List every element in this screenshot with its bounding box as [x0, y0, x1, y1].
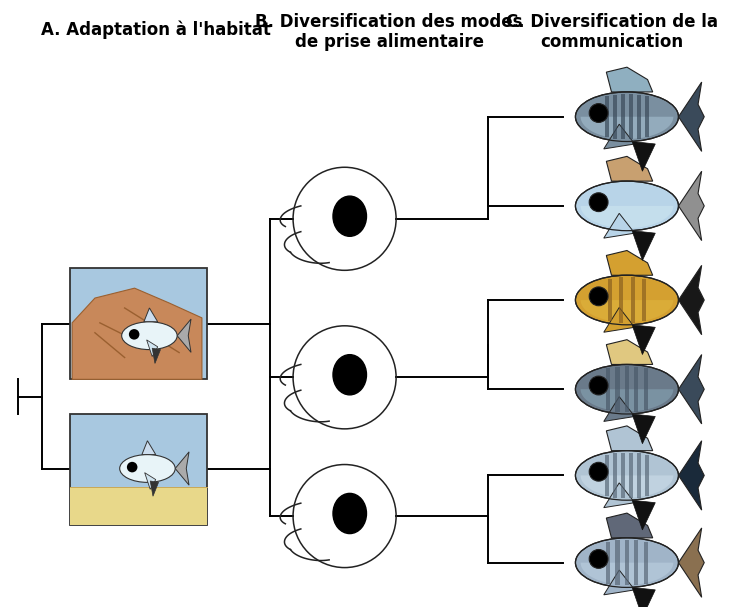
Polygon shape: [606, 156, 652, 181]
Ellipse shape: [333, 354, 367, 395]
Text: B. Diversification des modes
de prise alimentaire: B. Diversification des modes de prise al…: [256, 13, 523, 51]
Polygon shape: [604, 214, 634, 238]
Polygon shape: [632, 231, 656, 260]
Polygon shape: [629, 94, 633, 140]
Polygon shape: [580, 389, 674, 412]
Circle shape: [590, 104, 608, 123]
Polygon shape: [644, 542, 648, 584]
Polygon shape: [632, 587, 656, 610]
Polygon shape: [679, 354, 704, 424]
Polygon shape: [679, 82, 704, 151]
Ellipse shape: [333, 196, 367, 236]
Polygon shape: [604, 570, 634, 595]
Polygon shape: [679, 171, 704, 240]
Polygon shape: [645, 454, 650, 496]
Ellipse shape: [333, 493, 367, 534]
Polygon shape: [145, 473, 156, 489]
Polygon shape: [632, 414, 656, 443]
Circle shape: [127, 462, 137, 472]
FancyBboxPatch shape: [70, 414, 207, 525]
Ellipse shape: [575, 92, 679, 142]
Polygon shape: [604, 307, 634, 332]
Polygon shape: [637, 453, 641, 498]
Polygon shape: [642, 279, 646, 321]
Polygon shape: [177, 319, 191, 353]
Polygon shape: [152, 348, 160, 364]
Polygon shape: [629, 453, 633, 498]
Ellipse shape: [575, 275, 679, 325]
Polygon shape: [606, 513, 652, 538]
Polygon shape: [580, 117, 674, 139]
Polygon shape: [632, 500, 656, 530]
Polygon shape: [616, 367, 620, 412]
Polygon shape: [72, 288, 202, 379]
Polygon shape: [606, 542, 610, 584]
Circle shape: [590, 550, 608, 569]
Polygon shape: [70, 487, 207, 525]
Circle shape: [590, 376, 608, 395]
FancyBboxPatch shape: [70, 268, 207, 379]
Polygon shape: [625, 540, 629, 586]
Polygon shape: [645, 96, 650, 137]
Polygon shape: [580, 206, 674, 228]
Polygon shape: [604, 124, 634, 149]
Ellipse shape: [575, 181, 679, 231]
Circle shape: [590, 193, 608, 212]
Polygon shape: [604, 96, 609, 137]
Polygon shape: [631, 278, 634, 323]
Polygon shape: [679, 441, 704, 510]
Polygon shape: [144, 308, 158, 322]
Ellipse shape: [575, 451, 679, 500]
Circle shape: [590, 462, 608, 481]
Polygon shape: [634, 540, 638, 585]
Polygon shape: [606, 67, 652, 92]
Polygon shape: [580, 475, 674, 498]
Polygon shape: [604, 483, 634, 508]
Polygon shape: [625, 367, 629, 412]
Ellipse shape: [122, 322, 177, 350]
Polygon shape: [621, 453, 625, 498]
Polygon shape: [606, 340, 652, 364]
Text: C. Diversification de la
communication: C. Diversification de la communication: [506, 13, 718, 51]
Polygon shape: [608, 279, 612, 321]
Polygon shape: [606, 368, 610, 411]
Text: A. Adaptation à l'habitat: A. Adaptation à l'habitat: [41, 21, 272, 39]
Circle shape: [129, 329, 140, 340]
Polygon shape: [613, 453, 616, 498]
Polygon shape: [637, 95, 641, 139]
Circle shape: [590, 287, 608, 306]
Polygon shape: [606, 426, 652, 451]
Polygon shape: [176, 452, 189, 485]
Polygon shape: [147, 340, 158, 356]
Polygon shape: [616, 540, 620, 585]
Polygon shape: [580, 300, 674, 322]
Ellipse shape: [120, 454, 176, 483]
Ellipse shape: [575, 538, 679, 587]
Ellipse shape: [575, 364, 679, 414]
Polygon shape: [613, 95, 616, 139]
Polygon shape: [621, 94, 625, 140]
Polygon shape: [604, 396, 634, 422]
Polygon shape: [632, 142, 656, 171]
Polygon shape: [142, 441, 156, 454]
Polygon shape: [632, 325, 656, 354]
Polygon shape: [620, 278, 623, 323]
Polygon shape: [580, 562, 674, 585]
Polygon shape: [679, 528, 704, 597]
Polygon shape: [606, 251, 652, 275]
Polygon shape: [634, 367, 638, 412]
Polygon shape: [679, 265, 704, 335]
Polygon shape: [644, 368, 648, 411]
Polygon shape: [604, 454, 609, 496]
Polygon shape: [150, 481, 158, 497]
